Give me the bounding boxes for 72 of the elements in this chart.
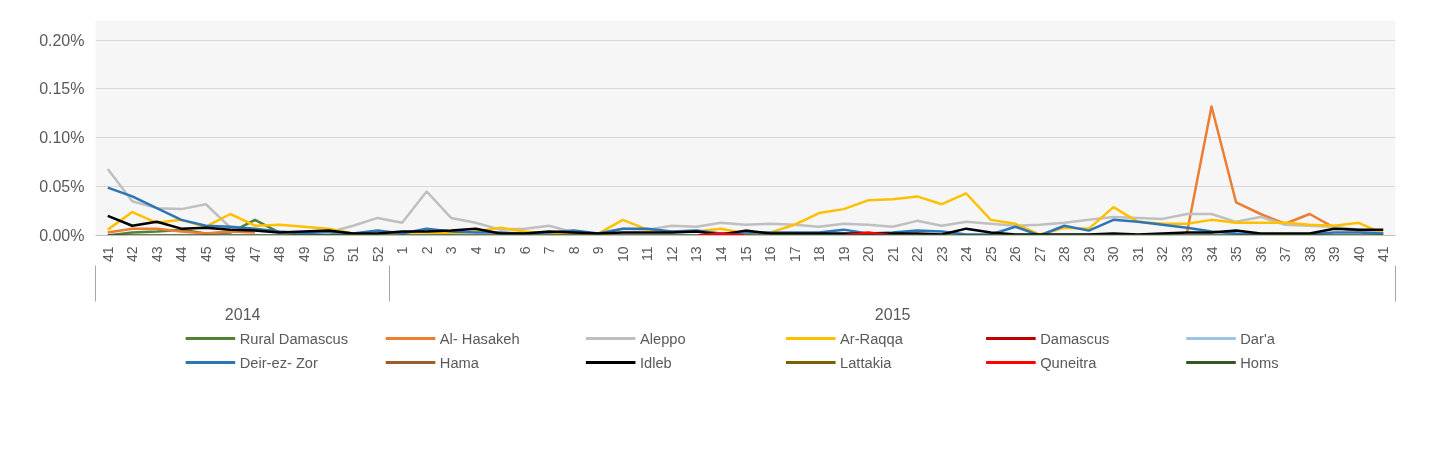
x-tick-label: 10 (614, 246, 631, 263)
x-tick-label: 1 (394, 246, 411, 255)
x-tick-label: 9 (590, 246, 607, 255)
x-tick-label: 33 (1179, 246, 1196, 263)
legend-label: Idleb (639, 354, 672, 371)
x-tick-label: 40 (1350, 246, 1367, 263)
x-tick-label: 51 (345, 246, 362, 263)
x-tick-label: 32 (1154, 246, 1171, 263)
x-tick-label: 17 (786, 246, 803, 263)
x-tick-label: 26 (1007, 246, 1024, 263)
legend-label: Rural Damascus (239, 330, 349, 347)
legend-label: Hama (439, 354, 480, 371)
y-tick-label: 0.00% (39, 227, 85, 244)
x-tick-label: 35 (1228, 246, 1245, 263)
x-tick-label: 14 (712, 246, 729, 263)
legend-label: Al- Hasakeh (439, 330, 520, 347)
x-tick-label: 7 (541, 246, 558, 255)
x-tick-label: 39 (1326, 246, 1343, 263)
legend-label: Aleppo (639, 330, 686, 347)
x-tick-label: 42 (124, 246, 141, 263)
x-tick-label: 3 (443, 246, 460, 255)
text: 2014 (224, 305, 261, 323)
x-tick-label: 24 (958, 246, 975, 263)
text: 2015 (874, 305, 911, 323)
x-tick-label: 38 (1301, 246, 1318, 263)
x-tick-label: 37 (1277, 246, 1294, 263)
y-tick-label: 0.20% (39, 31, 85, 49)
x-tick-label: 23 (933, 246, 950, 263)
x-tick-label: 43 (148, 246, 165, 263)
x-tick-label: 22 (909, 246, 926, 263)
x-tick-label: 36 (1252, 246, 1269, 263)
x-tick-label: 13 (688, 246, 705, 263)
x-tick-label: 46 (222, 246, 239, 263)
x-tick-label: 4 (467, 246, 484, 255)
x-tick-label: 12 (663, 246, 680, 263)
x-tick-label: 44 (173, 246, 190, 263)
x-tick-label: 47 (246, 246, 263, 263)
x-tick-label: 16 (762, 246, 779, 263)
legend-label: Homs (1240, 354, 1279, 371)
y-tick-label: 0.05% (39, 178, 85, 196)
x-tick-label: 25 (982, 246, 999, 263)
legend-label: Ar-Raqqa (840, 330, 904, 347)
x-tick-label: 41 (99, 246, 116, 263)
legend-label: Deir-ez- Zor (239, 354, 319, 371)
y-tick-label: 0.15% (39, 80, 85, 98)
x-tick-label: 31 (1129, 246, 1146, 263)
x-tick-label: 49 (295, 246, 312, 263)
x-tick-label: 5 (492, 246, 509, 255)
x-tick-label: 41 (1375, 246, 1392, 263)
x-tick-label: 34 (1203, 246, 1220, 263)
x-tick-label: 18 (811, 246, 828, 263)
x-tick-label: 27 (1031, 246, 1048, 263)
x-tick-label: 48 (271, 246, 288, 263)
x-tick-label: 45 (197, 246, 214, 263)
x-tick-label: 29 (1080, 246, 1097, 263)
y-tick-label: 0.10% (39, 129, 85, 147)
x-tick-label: 11 (639, 246, 656, 262)
x-tick-label: 30 (1105, 246, 1122, 263)
legend-label: Damascus (1040, 330, 1110, 347)
x-tick-label: 8 (565, 246, 582, 255)
legend-label: Dar'a (1240, 330, 1276, 347)
x-tick-label: 28 (1056, 246, 1073, 263)
legend-label: Lattakia (840, 354, 893, 371)
x-tick-label: 21 (884, 246, 901, 263)
x-tick-label: 50 (320, 246, 337, 263)
x-tick-label: 6 (516, 246, 533, 255)
x-tick-label: 15 (737, 246, 754, 263)
legend-label: Quneitra (1040, 354, 1098, 371)
x-tick-label: 20 (860, 246, 877, 263)
x-tick-label: 52 (369, 246, 386, 263)
x-tick-label: 19 (835, 246, 852, 263)
x-tick-label: 2 (418, 246, 435, 255)
